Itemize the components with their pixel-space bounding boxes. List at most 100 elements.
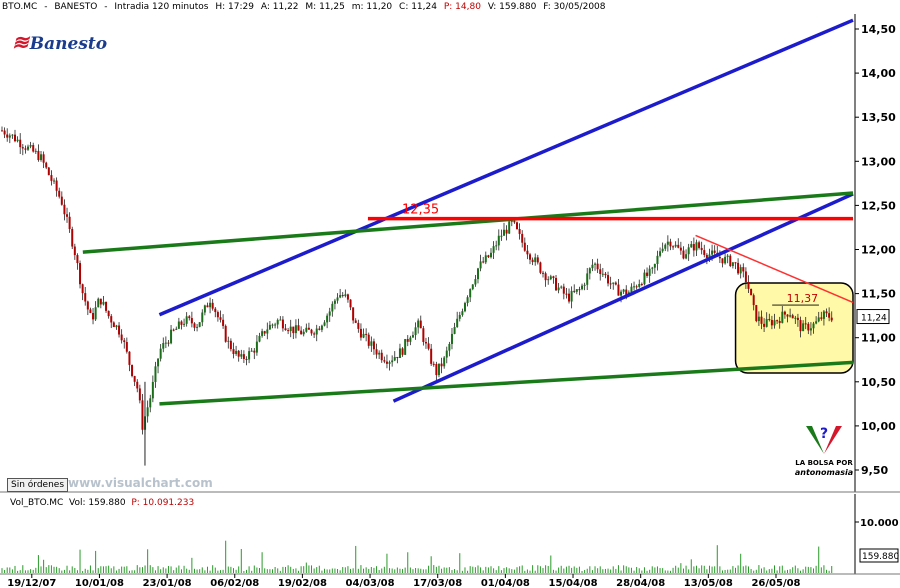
candle-body bbox=[703, 250, 706, 255]
x-tick-label: 26/05/08 bbox=[751, 578, 800, 588]
candle-body bbox=[802, 323, 805, 332]
candle-body bbox=[828, 313, 831, 318]
quote-header: BTO.MC - BANESTO - Intradia 120 minutos … bbox=[2, 0, 610, 14]
candle-body bbox=[229, 340, 232, 350]
candle-body bbox=[469, 289, 472, 298]
candle-body bbox=[500, 235, 503, 237]
volume-p: P: 10.091.233 bbox=[131, 498, 195, 508]
candle-body bbox=[718, 256, 721, 259]
candle-body bbox=[711, 250, 714, 255]
y-tick-label: 13,00 bbox=[861, 155, 896, 168]
y-tick-label: 14,50 bbox=[861, 23, 896, 36]
candle-body bbox=[604, 273, 607, 276]
candle-body bbox=[687, 247, 690, 255]
candle-body bbox=[466, 297, 469, 303]
candle-body bbox=[365, 333, 368, 335]
candle-body bbox=[125, 342, 128, 352]
candle-body bbox=[157, 358, 160, 367]
candle-body bbox=[796, 317, 799, 321]
candle-body bbox=[63, 204, 66, 215]
y-tick-label: 11,50 bbox=[861, 288, 896, 301]
candle-body bbox=[752, 295, 755, 306]
candle-body bbox=[250, 350, 253, 352]
candle-body bbox=[458, 314, 461, 319]
candle-body bbox=[97, 298, 100, 308]
candle-body bbox=[359, 328, 362, 338]
brand-line1: LA BOLSA POR bbox=[795, 459, 853, 467]
candle-body bbox=[224, 325, 227, 342]
candle-body bbox=[698, 242, 701, 248]
candle-body bbox=[354, 320, 357, 323]
candle-body bbox=[14, 134, 17, 142]
header-high: H: 17:29 bbox=[215, 2, 254, 12]
candle-body bbox=[487, 255, 490, 258]
candle-body bbox=[344, 294, 347, 297]
x-tick-label: 04/03/08 bbox=[346, 578, 395, 588]
candle-body bbox=[573, 290, 576, 292]
candle-body bbox=[185, 316, 188, 324]
candle-body bbox=[315, 328, 318, 335]
candle-body bbox=[266, 329, 269, 334]
candle-body bbox=[71, 228, 74, 247]
candle-body bbox=[677, 244, 680, 248]
volume-label: Vol_BTO.MC bbox=[10, 498, 64, 508]
time-x-axis: 19/12/07 10/01/08 23/01/08 06/02/08 19/02/08… bbox=[7, 574, 801, 588]
candle-body bbox=[411, 335, 414, 338]
candle-body bbox=[508, 221, 511, 234]
candle-body bbox=[791, 315, 794, 319]
sin-ordenes-button[interactable]: Sin órdenes bbox=[7, 478, 69, 492]
candle-body bbox=[713, 250, 716, 253]
candle-body bbox=[669, 241, 672, 247]
candle-body bbox=[341, 295, 344, 297]
highlight-box bbox=[734, 282, 854, 374]
x-tick-label: 17/03/08 bbox=[413, 578, 462, 588]
candle-body bbox=[497, 235, 500, 246]
x-tick-label: 06/02/08 bbox=[210, 578, 259, 588]
candle-body bbox=[388, 362, 391, 364]
candle-body bbox=[110, 316, 113, 323]
candle-body bbox=[456, 318, 459, 328]
candle-body bbox=[770, 319, 773, 326]
candle-body bbox=[235, 350, 238, 354]
candle-body bbox=[422, 328, 425, 342]
candle-body bbox=[27, 146, 30, 150]
candle-body bbox=[240, 354, 243, 357]
candle-body bbox=[409, 337, 412, 342]
candle-body bbox=[643, 272, 646, 285]
header-date: F: 30/05/2008 bbox=[543, 2, 606, 12]
candle-body bbox=[222, 319, 225, 326]
candle-body bbox=[781, 311, 784, 323]
candle-body bbox=[287, 330, 290, 332]
candle-body bbox=[768, 318, 771, 320]
candle-body bbox=[37, 150, 40, 161]
symbol: BTO.MC bbox=[2, 2, 38, 12]
y-tick-label: 12,50 bbox=[861, 199, 896, 212]
candle-body bbox=[799, 320, 802, 332]
candle-body bbox=[237, 350, 240, 357]
last-price-label: 11,24 bbox=[861, 314, 887, 324]
candle-body bbox=[737, 262, 740, 274]
candle-body bbox=[695, 242, 698, 251]
blue-upper-channel bbox=[158, 18, 854, 317]
candle-body bbox=[79, 263, 82, 285]
candle-body bbox=[830, 317, 833, 321]
candle-body bbox=[586, 273, 589, 285]
candle-body bbox=[424, 341, 427, 344]
candle-body bbox=[128, 351, 131, 365]
candle-body bbox=[450, 333, 453, 345]
candle-body bbox=[474, 279, 477, 285]
candle-body bbox=[729, 255, 732, 267]
candle-body bbox=[40, 154, 43, 161]
candle-body bbox=[352, 307, 355, 321]
candle-body bbox=[336, 297, 339, 301]
resistance-label: 12,35 bbox=[402, 203, 439, 218]
logo-text: Banesto bbox=[29, 34, 108, 54]
candle-body bbox=[757, 316, 760, 322]
candle-body bbox=[16, 139, 19, 142]
candle-body bbox=[196, 326, 199, 328]
candle-body bbox=[682, 250, 685, 259]
candle-body bbox=[513, 220, 516, 223]
candle-body bbox=[253, 350, 256, 353]
price-y-axis: 9,50 10,00 10,50 11,00 11,50 12,00 12,50 13,00 1… bbox=[855, 23, 896, 477]
candle-body bbox=[248, 351, 251, 360]
